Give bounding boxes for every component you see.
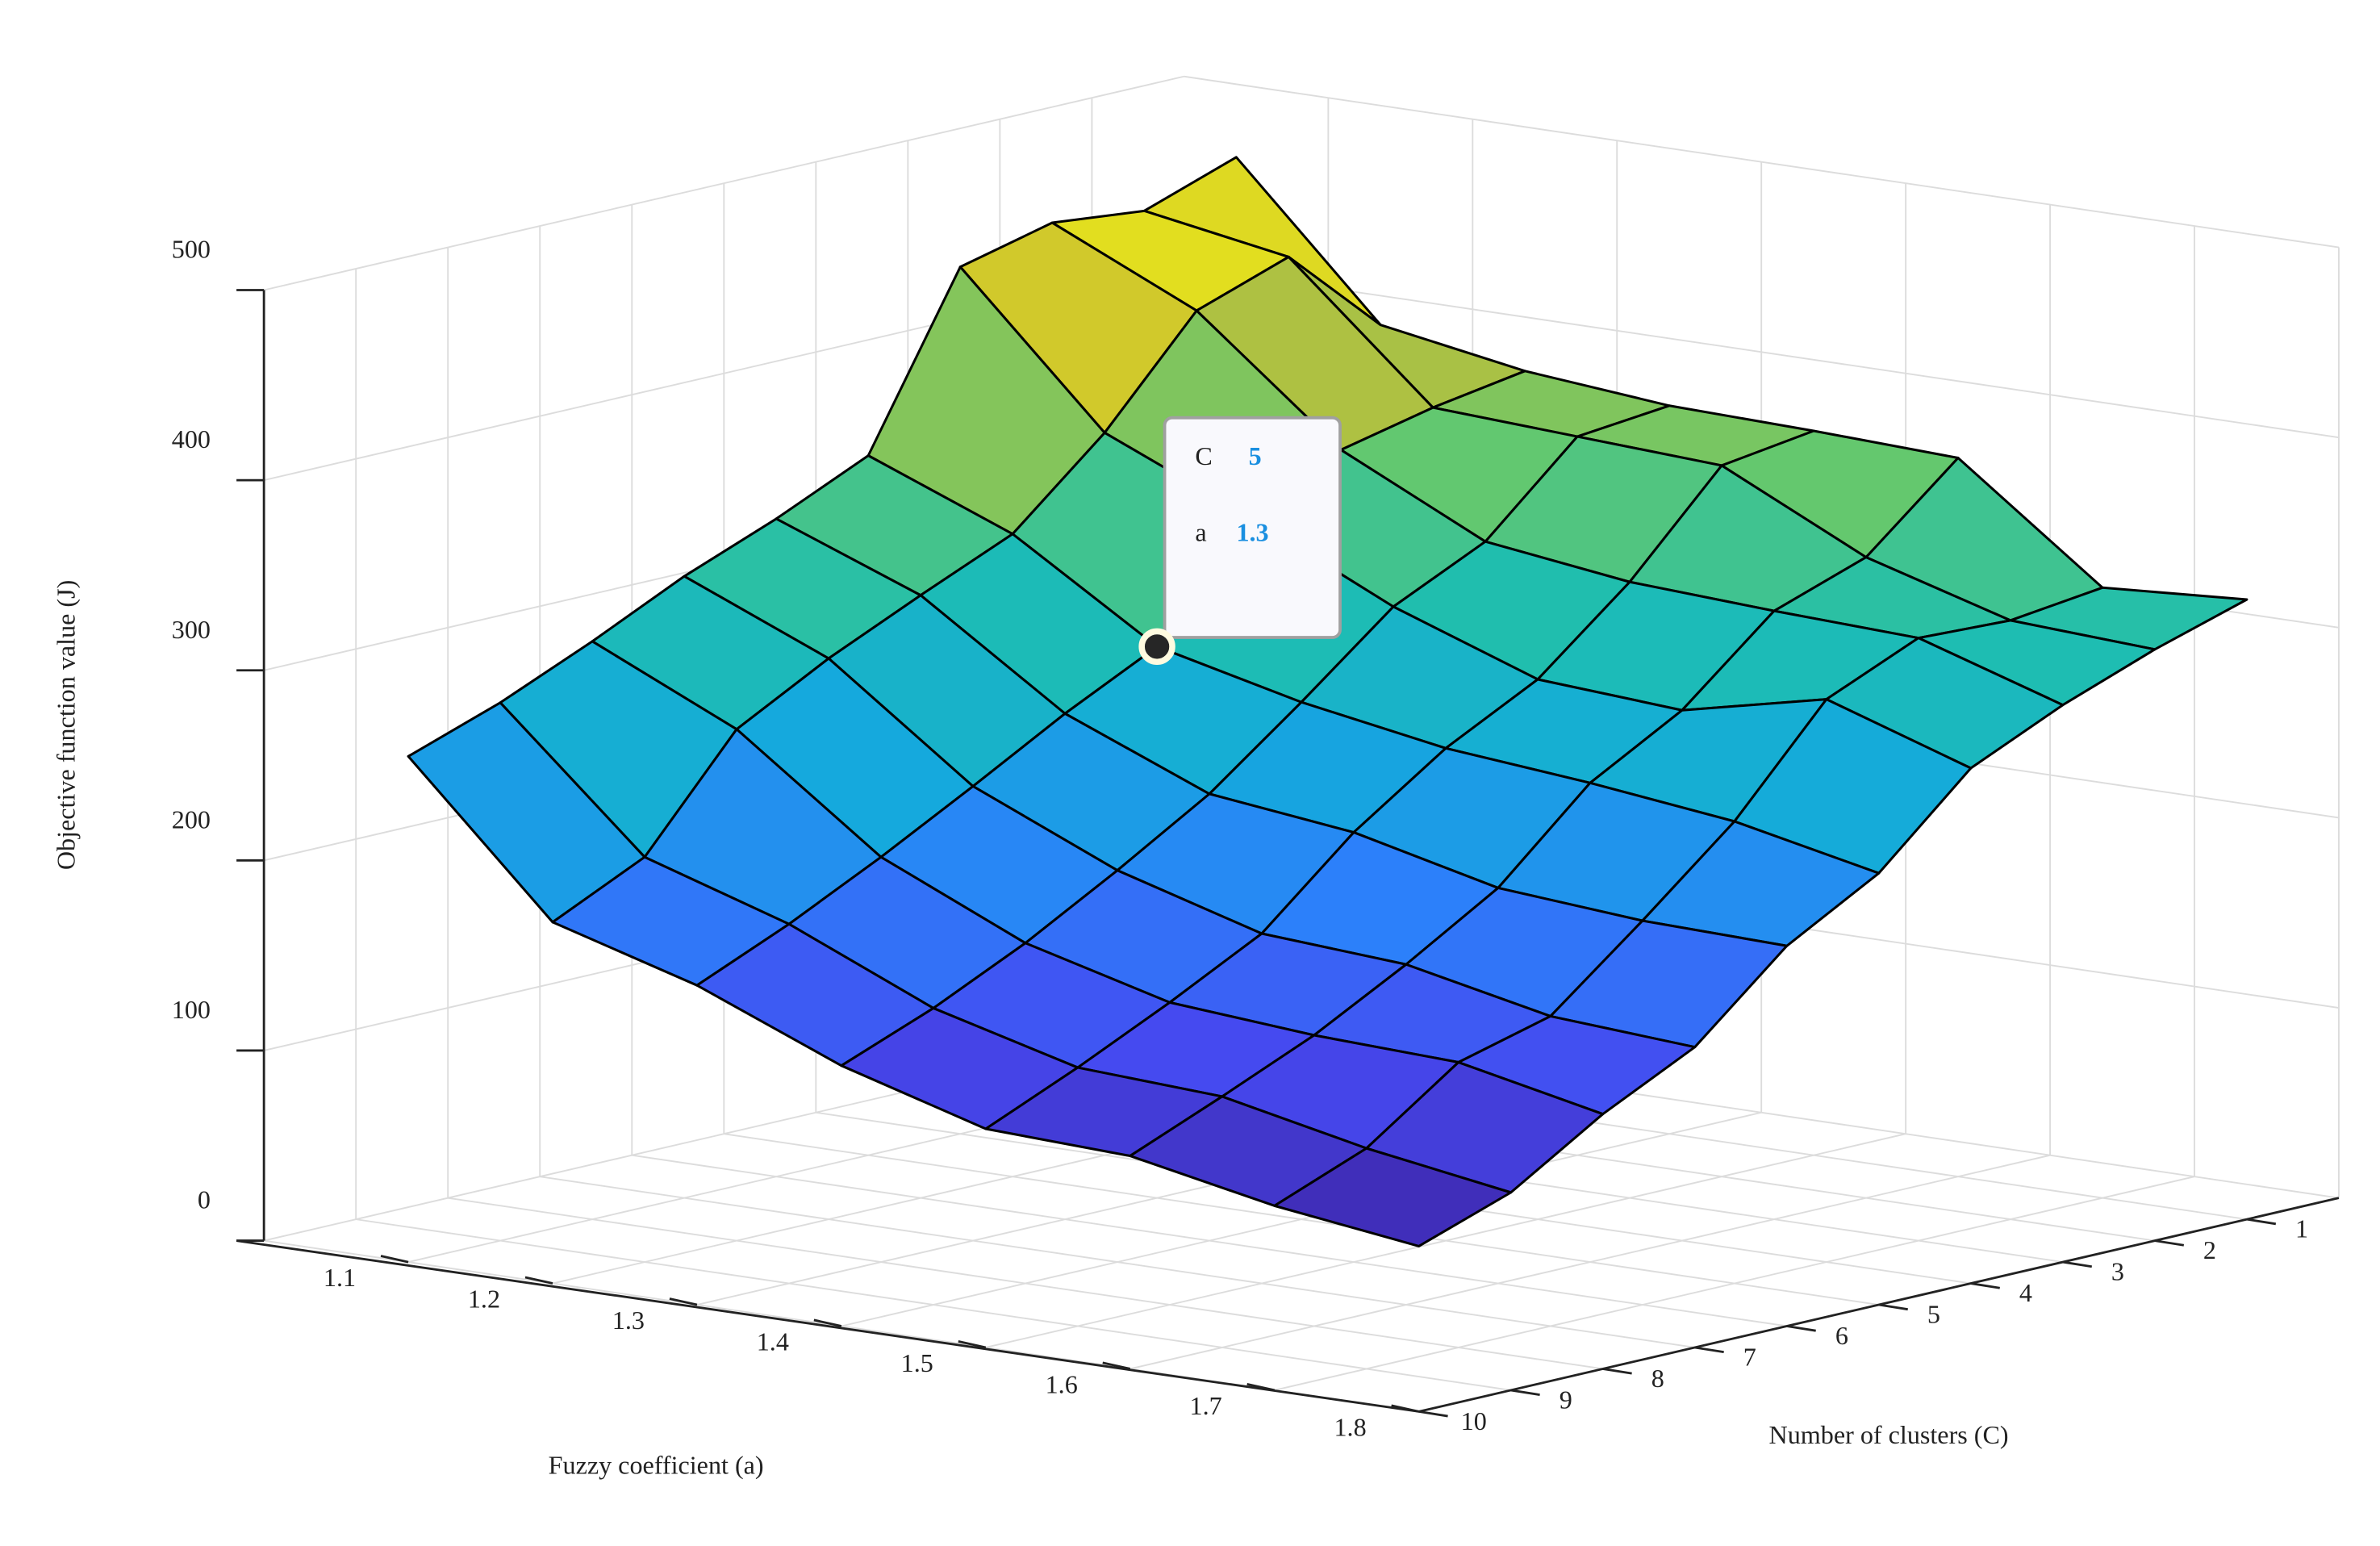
z-tick-label: 400 [172,424,211,453]
grid-line [540,1176,1695,1348]
y-axis-title: Number of clusters (C) [1769,1420,2009,1449]
x-axis-line [236,1239,1419,1413]
y-tick-label: 5 [1927,1300,1940,1329]
x-tick [1102,1361,1131,1370]
x-tick [669,1297,698,1306]
datatip-value: 5 [1249,441,1262,470]
datatip-marker [1138,628,1175,666]
y-tick-label: 7 [1743,1342,1756,1371]
y-tick [1786,1325,1816,1332]
z-tick-label: 300 [172,615,211,644]
datatip-value: 1.3 [1236,518,1268,547]
y-tick-label: 6 [1835,1321,1848,1350]
x-tick [524,1276,553,1285]
z-axis-title: Objective function value (J) [51,580,80,871]
z-tick-label: 500 [172,235,211,264]
y-tick-label: 1 [2295,1214,2308,1243]
y-tick-label: 2 [2203,1235,2216,1264]
y-tick [1694,1346,1724,1354]
y-tick [1602,1368,1632,1375]
x-tick [380,1255,409,1264]
surface-face [1273,1147,1513,1247]
datatip: C 5 a 1.3 [1138,416,1342,666]
x-tick-label: 1.5 [901,1348,933,1377]
grid-line [356,1218,1511,1391]
x-tick-label: 1.3 [612,1306,645,1335]
y-tick [2062,1260,2093,1268]
x-tick-label: 1.2 [468,1285,500,1314]
y-tick-label: 9 [1560,1385,1572,1414]
grid-line [448,1197,1603,1370]
y-tick [1510,1389,1540,1396]
x-tick [1246,1382,1276,1392]
axes: 0 100 200 300 400 500 1.1 1.2 1.3 1.4 1.5 1.6 1.7 1.8… [172,235,2340,1441]
y-tick [1418,1410,1448,1418]
y-tick-label: 3 [2111,1257,2124,1286]
datatip-label: C [1195,441,1212,470]
y-tick [2246,1218,2277,1226]
datatip-label: a [1195,518,1206,547]
y-tick [1878,1303,1908,1311]
x-tick-label: 1.7 [1190,1391,1222,1420]
datatip-box [1163,416,1342,639]
x-tick-label: 1.8 [1334,1412,1366,1441]
x-tick [813,1318,842,1327]
surface [407,156,2248,1247]
grid-line [724,1133,1879,1306]
x-tick-label: 1.1 [324,1263,356,1292]
x-tick-label: 1.6 [1046,1370,1078,1399]
y-tick [1970,1282,2000,1289]
y-tick-label: 10 [1461,1406,1487,1435]
y-tick-label: 4 [2019,1278,2032,1307]
grid-line [632,1154,1787,1327]
z-tick-label: 0 [198,1185,211,1214]
x-tick [1391,1404,1419,1413]
x-axis-title: Fuzzy coefficient (a) [549,1451,764,1480]
y-tick [2154,1239,2185,1247]
z-tick-label: 100 [172,995,211,1024]
x-tick [958,1340,987,1349]
z-tick-label: 200 [172,804,211,834]
y-tick-label: 8 [1651,1364,1664,1393]
x-tick-label: 1.4 [757,1327,789,1356]
